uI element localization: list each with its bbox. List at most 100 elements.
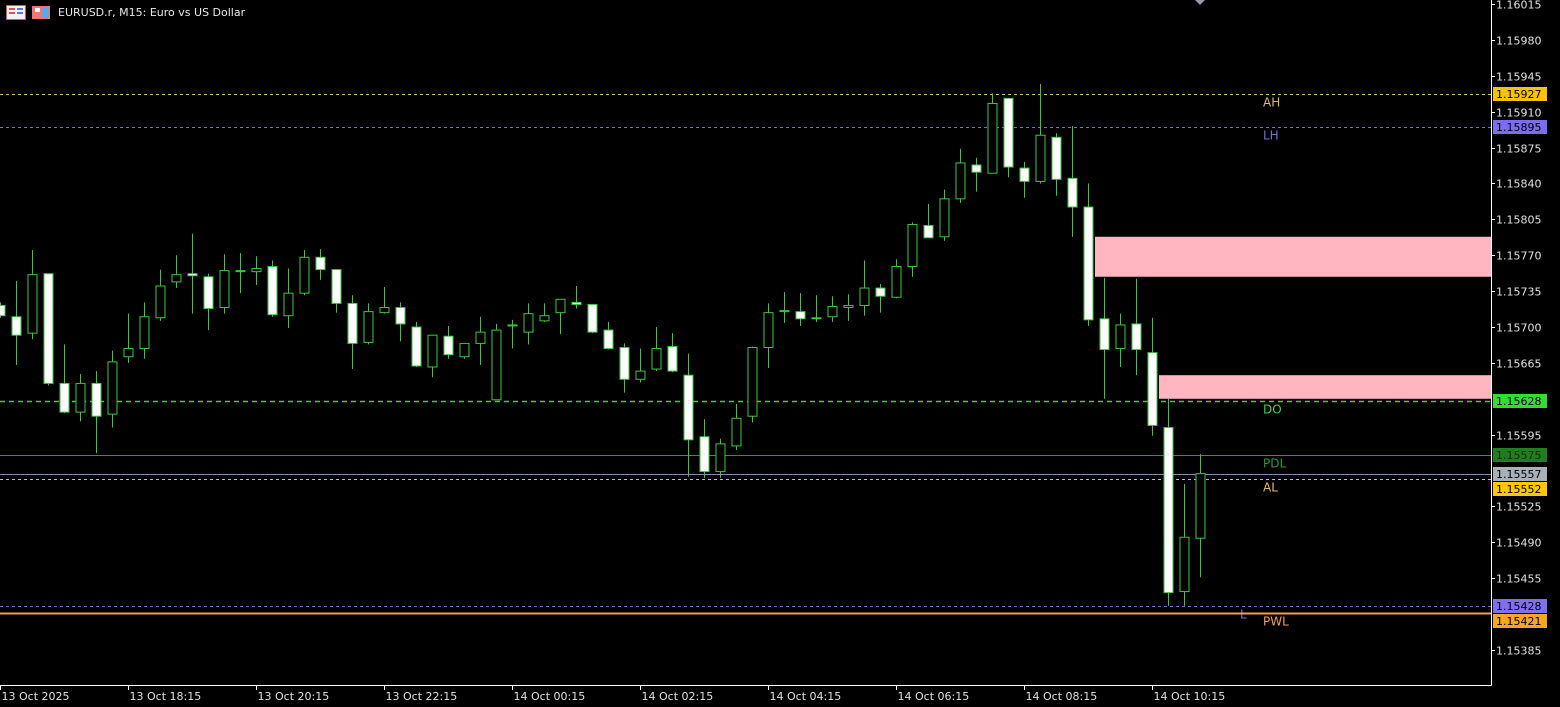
price-tag-bg <box>1493 120 1547 134</box>
bull-candle <box>747 347 758 417</box>
price-tag-bg <box>1493 87 1547 101</box>
price-tag-label: 1.15628 <box>1496 395 1542 408</box>
bull-candle <box>155 285 166 319</box>
level-label: AH <box>1263 96 1280 110</box>
chart-shift-marker-icon[interactable] <box>1195 0 1205 5</box>
bull-candle <box>715 443 726 473</box>
bull-candle <box>427 334 438 368</box>
bear-candle <box>267 266 278 316</box>
bear-candle <box>571 301 582 305</box>
time-tick-label: 14 Oct 06:15 <box>898 690 970 703</box>
time-tick-label: 14 Oct 08:15 <box>1026 690 1098 703</box>
bull-candle <box>299 256 310 294</box>
time-tick-label: 14 Oct 00:15 <box>514 690 586 703</box>
bear-candle <box>971 164 982 173</box>
time-tick-label: 13 Oct 22:15 <box>386 690 458 703</box>
bear-candle <box>443 335 454 356</box>
bull-candle <box>139 316 150 350</box>
bull-candle <box>235 270 246 273</box>
chart-window-icon[interactable] <box>32 5 50 19</box>
bear-candle <box>1083 206 1094 321</box>
market-watch-icon[interactable] <box>6 4 26 20</box>
bull-candle <box>539 315 550 322</box>
bull-candle <box>379 307 390 314</box>
bear-candle <box>395 307 406 325</box>
time-tick-label: 14 Oct 02:15 <box>642 690 714 703</box>
bear-candle <box>875 287 886 297</box>
supply-demand-zones <box>1095 236 1491 399</box>
bear-candle <box>1019 167 1030 182</box>
bear-candle <box>1131 323 1142 351</box>
time-tick-label: 14 Oct 10:15 <box>1154 690 1226 703</box>
price-tags: 1.15927 1.15895 1.15628 1.15575 1.15557 1.155… <box>1493 87 1547 628</box>
bull-candle <box>635 370 646 380</box>
bear-candle <box>667 345 678 372</box>
level-label: LH <box>1263 129 1279 143</box>
price-tag-bg <box>1493 599 1547 613</box>
bull-candle <box>219 270 230 309</box>
price-tag-label: 1.15428 <box>1496 600 1542 613</box>
price-tag-label: 1.15557 <box>1496 468 1542 481</box>
bull-candle <box>507 324 518 327</box>
price-tick-label: 1.15840 <box>1496 178 1542 191</box>
price-tag-label: 1.15927 <box>1496 88 1542 101</box>
bull-candle <box>123 348 134 358</box>
price-tick-label: 1.15910 <box>1496 107 1542 120</box>
bear-candle <box>411 326 422 367</box>
price-tag-bg <box>1493 482 1547 496</box>
bear-candle <box>1051 136 1062 180</box>
price-tag-bg <box>1493 467 1547 481</box>
candles <box>0 83 1206 606</box>
bull-candle <box>939 198 950 238</box>
price-tick-label: 1.15945 <box>1496 71 1542 84</box>
level-lines: AHLHDOPDLALLPWL <box>0 94 1491 629</box>
bull-candle <box>763 312 774 349</box>
bear-candle <box>1163 426 1174 594</box>
price-tick-label: 1.15700 <box>1496 322 1542 335</box>
bull-candle <box>555 298 566 314</box>
bull-candle <box>363 311 374 343</box>
bull-candle <box>955 162 966 200</box>
bear-candle <box>699 436 710 473</box>
bear-candle <box>1003 97 1014 168</box>
time-axis[interactable]: 13 Oct 2025 13 Oct 18:15 13 Oct 20:15 13 Oc… <box>0 685 1226 703</box>
price-tick-label: 1.15875 <box>1496 143 1542 156</box>
bear-candle <box>619 347 630 380</box>
bull-candle <box>171 274 182 283</box>
bear-candle <box>347 302 358 344</box>
price-tick-label: 1.15490 <box>1496 537 1542 550</box>
zone-rect <box>1095 236 1491 277</box>
bull-candle <box>859 287 870 306</box>
time-tick-label: 14 Oct 04:15 <box>770 690 842 703</box>
bear-candle <box>1099 318 1110 351</box>
level-label: AL <box>1263 481 1278 495</box>
level-label: PWL <box>1263 615 1289 629</box>
price-tag-label: 1.15421 <box>1496 615 1542 628</box>
bear-candle <box>331 269 342 304</box>
level-label: DO <box>1263 403 1282 417</box>
bull-candle <box>891 266 902 298</box>
bear-candle <box>315 256 326 271</box>
price-axis[interactable]: 1.16015 1.15980 1.15945 1.15910 1.15875 1.158… <box>1491 0 1542 658</box>
bear-candle <box>1147 352 1158 426</box>
bull-candle <box>907 223 918 268</box>
price-tick-label: 1.15735 <box>1496 286 1542 299</box>
bull-candle <box>107 361 118 415</box>
price-tag-label: 1.15895 <box>1496 121 1542 134</box>
bull-candle <box>523 313 534 333</box>
bear-candle <box>0 304 6 317</box>
bear-candle <box>795 311 806 320</box>
bull-candle <box>27 274 38 334</box>
bear-candle <box>11 316 22 336</box>
bull-candle <box>283 292 294 317</box>
bull-candle <box>75 382 86 413</box>
bull-candle <box>1195 473 1206 539</box>
price-tag-bg <box>1493 448 1547 462</box>
price-tag-bg <box>1493 394 1547 408</box>
price-tick-label: 1.15770 <box>1496 250 1542 263</box>
bull-candle <box>987 102 998 174</box>
bear-candle <box>59 382 70 413</box>
bull-candle <box>459 342 470 358</box>
bull-candle <box>1035 134 1046 182</box>
